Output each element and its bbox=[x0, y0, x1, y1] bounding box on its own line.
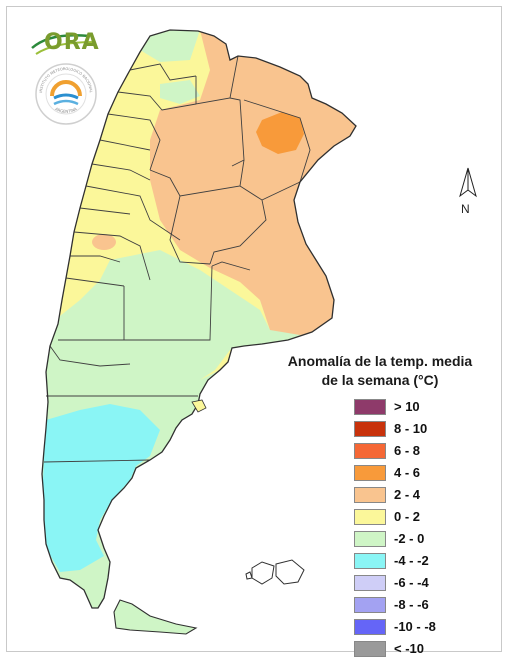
zone-warm-west-patch bbox=[92, 234, 116, 250]
legend-swatch bbox=[354, 442, 386, 459]
legend-item: 8 - 10 bbox=[354, 418, 436, 439]
north-arrow-icon bbox=[459, 167, 477, 198]
legend-label: -4 - -2 bbox=[394, 553, 429, 568]
legend-item: -8 - -6 bbox=[354, 594, 436, 615]
seal-icon: INSTITUTO METEOROLOGICO NACIONAL ARGENTI… bbox=[35, 63, 97, 125]
legend-swatch bbox=[354, 508, 386, 525]
ora-logo-text: ORA bbox=[44, 30, 100, 55]
legend-label: -2 - 0 bbox=[394, 531, 425, 546]
legend-swatch bbox=[354, 574, 386, 591]
legend-label: 0 - 2 bbox=[394, 509, 421, 524]
zone-warm-4-6 bbox=[256, 112, 304, 154]
island-west bbox=[251, 561, 275, 585]
legend-title-line2: de la semana (°C) bbox=[321, 372, 439, 388]
island-small bbox=[245, 571, 253, 580]
legend-label: -8 - -6 bbox=[394, 597, 429, 612]
zone-cold-patagonia bbox=[42, 404, 160, 572]
legend-label: 4 - 6 bbox=[394, 465, 421, 480]
zone-cool-north bbox=[140, 30, 200, 62]
legend-swatch bbox=[354, 464, 386, 481]
legend-swatch bbox=[354, 486, 386, 503]
legend-item: 6 - 8 bbox=[354, 440, 436, 461]
north-label: N bbox=[461, 202, 470, 216]
map-frame bbox=[6, 6, 502, 652]
legend-item: -10 - -8 bbox=[354, 616, 436, 637]
legend-label: < -10 bbox=[394, 641, 424, 656]
legend-swatch bbox=[354, 530, 386, 547]
legend-label: 8 - 10 bbox=[394, 421, 428, 436]
legend-label: > 10 bbox=[394, 399, 420, 414]
legend-item: -4 - -2 bbox=[354, 550, 436, 571]
legend-item: 2 - 4 bbox=[354, 484, 436, 505]
legend-label: -10 - -8 bbox=[394, 619, 436, 634]
ora-logo bbox=[31, 34, 95, 55]
legend-label: -6 - -4 bbox=[394, 575, 429, 590]
legend-item: < -10 bbox=[354, 638, 436, 659]
legend-swatch bbox=[354, 618, 386, 635]
legend-swatch bbox=[354, 398, 386, 415]
legend-item: > 10 bbox=[354, 396, 436, 417]
legend-swatch bbox=[354, 640, 386, 657]
legend-item: 0 - 2 bbox=[354, 506, 436, 527]
legend-items: > 10 8 - 10 6 - 8 4 - 6 2 - 4 0 - 2 -2 - 0 -4 -… bbox=[354, 396, 436, 660]
legend-swatch bbox=[354, 552, 386, 569]
tierra-del-fuego bbox=[113, 599, 198, 635]
legend-title: Anomalía de la temp. media de la semana … bbox=[280, 352, 480, 390]
legend: Anomalía de la temp. media de la semana … bbox=[280, 352, 480, 657]
legend-label: 2 - 4 bbox=[394, 487, 421, 502]
island-east bbox=[275, 559, 305, 585]
zone-cool-puna bbox=[160, 80, 200, 104]
coastal-island bbox=[191, 399, 207, 413]
province-borders bbox=[43, 55, 311, 463]
legend-item: -2 - 0 bbox=[354, 528, 436, 549]
legend-title-line1: Anomalía de la temp. media bbox=[287, 353, 473, 369]
legend-item: 4 - 6 bbox=[354, 462, 436, 483]
malvinas-islands bbox=[245, 559, 305, 585]
legend-swatch bbox=[354, 596, 386, 613]
legend-swatch bbox=[354, 420, 386, 437]
legend-label: 6 - 8 bbox=[394, 443, 421, 458]
seal-country-text: ARGENTINA bbox=[54, 106, 78, 114]
legend-item: -6 - -4 bbox=[354, 572, 436, 593]
zone-cool-center bbox=[55, 250, 270, 390]
zone-warm-2-4 bbox=[150, 30, 356, 335]
